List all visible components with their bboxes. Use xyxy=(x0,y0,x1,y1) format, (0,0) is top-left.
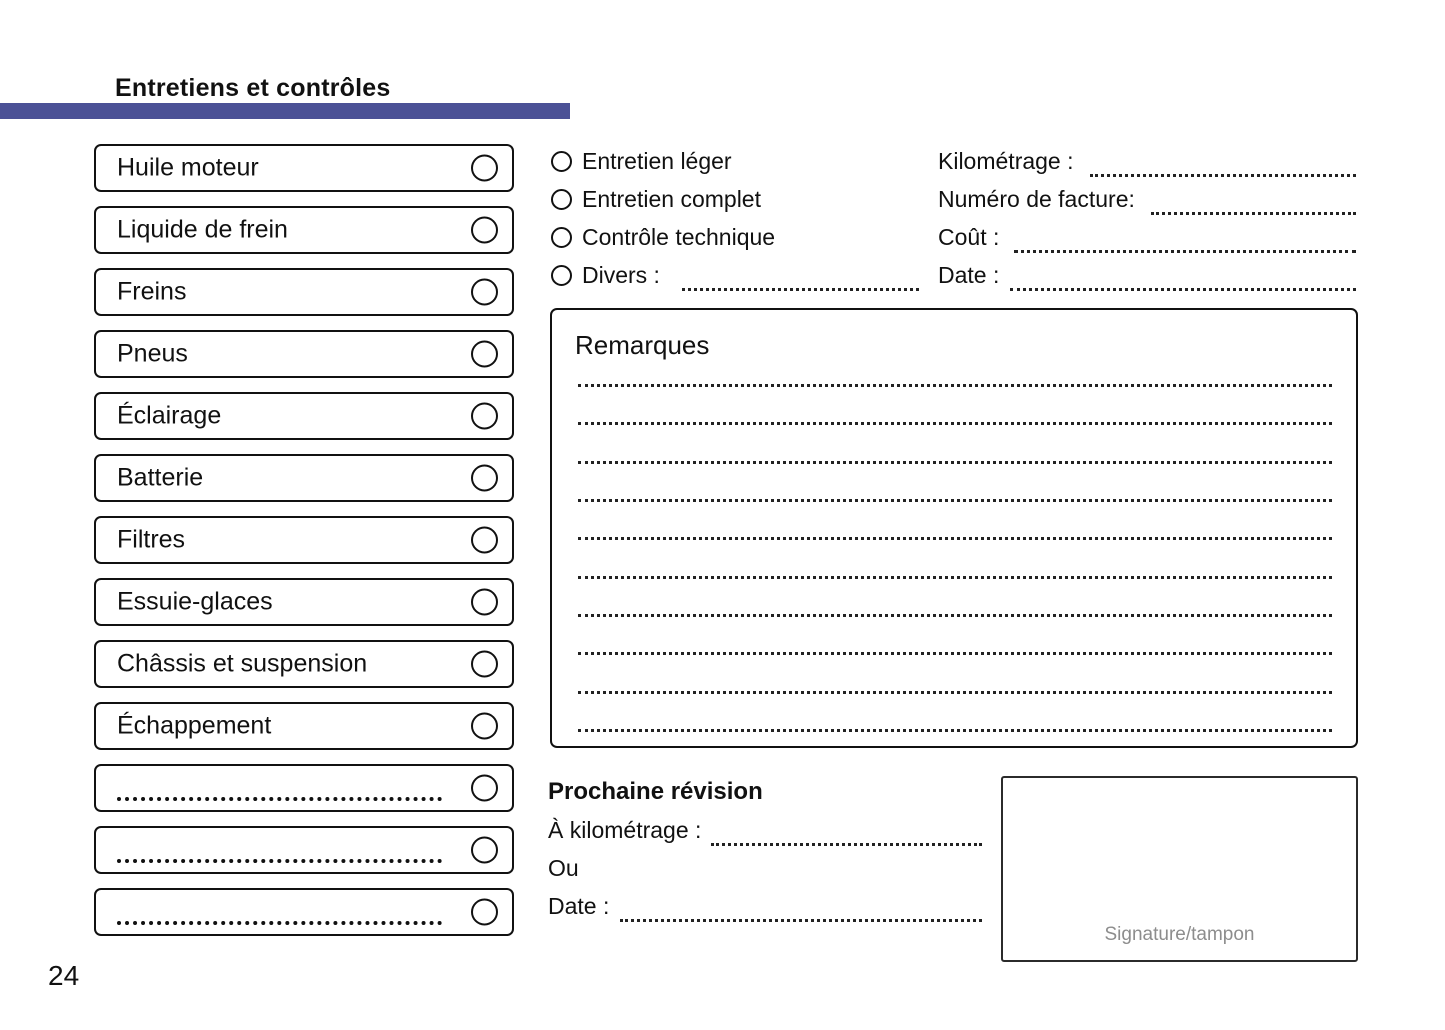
next-revision-label: À kilométrage : xyxy=(548,817,702,843)
service-option-write-line xyxy=(682,282,919,291)
radio-circle-icon[interactable] xyxy=(551,151,572,172)
service-option-row[interactable]: Divers : xyxy=(551,260,931,298)
checklist-blank-write-line xyxy=(117,914,442,925)
checklist-item-label: Freins xyxy=(117,277,187,306)
checklist-row[interactable]: Éclairage xyxy=(94,392,514,440)
checklist-check-circle-icon[interactable] xyxy=(471,154,498,182)
invoice-fields: Kilométrage : Numéro de facture: Coût : Dat… xyxy=(938,146,1356,298)
checklist-check-circle-icon[interactable] xyxy=(471,836,498,864)
checklist-row[interactable]: Batterie xyxy=(94,454,514,502)
next-revision-row[interactable]: Date : xyxy=(548,891,986,929)
next-revision-row[interactable]: À kilométrage : xyxy=(548,815,986,853)
service-option-label: Entretien complet xyxy=(582,186,761,212)
page-number: 24 xyxy=(48,960,80,991)
next-revision-title: Prochaine révision xyxy=(548,778,763,805)
remarks-line xyxy=(578,493,1332,502)
checklist-row[interactable]: Liquide de frein xyxy=(94,206,514,254)
checklist-check-circle-icon[interactable] xyxy=(471,526,498,554)
checklist-item-label: Batterie xyxy=(117,463,204,492)
invoice-field-write-line xyxy=(1151,206,1356,215)
checklist-check-circle-icon[interactable] xyxy=(471,340,498,368)
checklist-item-label: Essuie-glaces xyxy=(117,587,273,616)
remarks-box[interactable]: Remarques xyxy=(550,308,1358,748)
invoice-field-label: Coût : xyxy=(938,224,1000,250)
checklist-row[interactable]: Pneus xyxy=(94,330,514,378)
remarks-title: Remarques xyxy=(575,330,710,360)
service-option-row[interactable]: Contrôle technique xyxy=(551,222,931,260)
invoice-field-write-line xyxy=(1014,244,1356,253)
remarks-line xyxy=(578,646,1332,656)
invoice-field-write-line xyxy=(1010,282,1356,291)
checklist-row[interactable]: Freins xyxy=(94,268,514,316)
next-revision-write-line xyxy=(620,913,982,922)
remarks-write-lines xyxy=(578,378,1332,732)
checklist-check-circle-icon[interactable] xyxy=(471,278,498,306)
checklist-item-label: Pneus xyxy=(117,339,188,368)
checklist-item-label: Filtres xyxy=(117,525,186,554)
checklist-check-circle-icon[interactable] xyxy=(471,588,498,616)
checklist-item-label: Huile moteur xyxy=(117,153,259,182)
service-type-options: Entretien léger Entretien complet Contrôle… xyxy=(551,146,931,298)
checklist-check-circle-icon[interactable] xyxy=(471,402,498,430)
checklist-item-label: Éclairage xyxy=(117,401,222,430)
invoice-field-label: Kilométrage : xyxy=(938,148,1074,174)
invoice-field-row[interactable]: Kilométrage : xyxy=(938,146,1356,184)
next-revision-rows: À kilométrage : Ou Date : xyxy=(548,815,986,929)
next-revision-label: Date : xyxy=(548,893,610,919)
remarks-line xyxy=(578,570,1332,579)
service-option-row[interactable]: Entretien complet xyxy=(551,184,931,222)
checklist-item-label: Liquide de frein xyxy=(117,215,288,244)
checklist-row[interactable] xyxy=(94,764,514,812)
invoice-field-write-line xyxy=(1090,168,1356,177)
next-revision-row[interactable]: Ou xyxy=(548,853,986,891)
maintenance-checklist: Huile moteur Liquide de frein Freins Pneus É… xyxy=(94,144,514,950)
radio-circle-icon[interactable] xyxy=(551,189,572,210)
title-underline-rule xyxy=(0,103,570,119)
radio-circle-icon[interactable] xyxy=(551,265,572,286)
remarks-line xyxy=(578,455,1332,464)
checklist-row[interactable]: Châssis et suspension xyxy=(94,640,514,688)
service-option-row[interactable]: Entretien léger xyxy=(551,146,931,184)
service-option-label: Entretien léger xyxy=(582,148,732,174)
checklist-item-label: Châssis et suspension xyxy=(117,649,368,678)
checklist-row[interactable]: Essuie-glaces xyxy=(94,578,514,626)
signature-caption: Signature/tampon xyxy=(1104,924,1255,945)
checklist-check-circle-icon[interactable] xyxy=(471,216,498,244)
invoice-field-row[interactable]: Coût : xyxy=(938,222,1356,260)
checklist-blank-write-line xyxy=(117,790,442,801)
checklist-row[interactable] xyxy=(94,826,514,874)
remarks-line xyxy=(578,531,1332,541)
radio-circle-icon[interactable] xyxy=(551,227,572,248)
remarks-line xyxy=(578,608,1332,617)
checklist-row[interactable] xyxy=(94,888,514,936)
signature-stamp-box[interactable]: Signature/tampon xyxy=(1001,776,1358,962)
invoice-field-row[interactable]: Date : xyxy=(938,260,1356,298)
checklist-check-circle-icon[interactable] xyxy=(471,898,498,926)
checklist-blank-write-line xyxy=(117,852,442,863)
checklist-check-circle-icon[interactable] xyxy=(471,464,498,492)
service-option-label: Contrôle technique xyxy=(582,224,776,250)
remarks-line xyxy=(578,723,1332,732)
remarks-line xyxy=(578,416,1332,426)
invoice-field-label: Date : xyxy=(938,262,1000,288)
page-title: Entretiens et contrôles xyxy=(115,74,391,102)
checklist-row[interactable]: Échappement xyxy=(94,702,514,750)
checklist-check-circle-icon[interactable] xyxy=(471,712,498,740)
remarks-line xyxy=(578,378,1332,387)
checklist-check-circle-icon[interactable] xyxy=(471,650,498,678)
invoice-field-label: Numéro de facture: xyxy=(938,186,1135,212)
remarks-line xyxy=(578,685,1332,694)
checklist-row[interactable]: Filtres xyxy=(94,516,514,564)
next-revision-write-line xyxy=(711,837,982,846)
next-revision-label: Ou xyxy=(548,855,579,881)
next-revision-section: Prochaine révision À kilométrage : Ou Date… xyxy=(548,778,986,929)
invoice-field-row[interactable]: Numéro de facture: xyxy=(938,184,1356,222)
service-option-label: Divers : xyxy=(582,262,660,288)
checklist-item-label: Échappement xyxy=(117,711,272,740)
checklist-check-circle-icon[interactable] xyxy=(471,774,498,802)
checklist-row[interactable]: Huile moteur xyxy=(94,144,514,192)
